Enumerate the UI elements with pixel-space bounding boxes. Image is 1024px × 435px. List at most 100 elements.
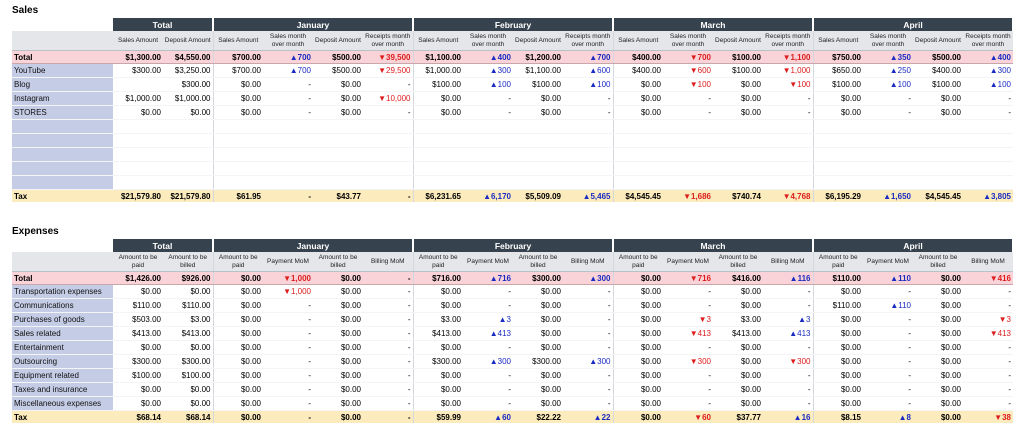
- cell[interactable]: $300.00: [513, 354, 563, 369]
- cell[interactable]: [663, 119, 713, 134]
- cell[interactable]: $5,509.09: [513, 189, 563, 202]
- row-label[interactable]: Communications: [12, 298, 113, 313]
- cell[interactable]: [812, 147, 863, 162]
- cell[interactable]: -: [963, 284, 1013, 299]
- group-header-total[interactable]: Total: [113, 18, 214, 31]
- increase-cell[interactable]: ▲116: [763, 271, 813, 285]
- cell[interactable]: -: [463, 382, 513, 397]
- cell[interactable]: -: [863, 312, 913, 327]
- cell[interactable]: -: [263, 382, 313, 397]
- cell[interactable]: $0.00: [513, 312, 563, 327]
- cell[interactable]: -: [763, 298, 813, 313]
- cell[interactable]: $0.00: [412, 298, 463, 313]
- decrease-cell[interactable]: ▼1,100: [763, 50, 813, 64]
- cell[interactable]: $300.00: [513, 271, 563, 285]
- cell[interactable]: $400.00: [612, 63, 663, 78]
- cell[interactable]: $0.00: [313, 91, 363, 106]
- increase-cell[interactable]: ▲110: [863, 271, 913, 285]
- row-label[interactable]: Tax: [12, 189, 113, 202]
- column-header-billing-mom[interactable]: Billing MoM: [763, 252, 813, 272]
- cell[interactable]: $0.00: [513, 105, 563, 120]
- cell[interactable]: [913, 175, 963, 190]
- cell[interactable]: $22.22: [513, 410, 563, 423]
- cell[interactable]: $0.00: [812, 368, 863, 383]
- cell[interactable]: $413.00: [163, 326, 213, 341]
- cell[interactable]: $0.00: [913, 284, 963, 299]
- decrease-cell[interactable]: ▼416: [963, 271, 1013, 285]
- cell[interactable]: [763, 161, 813, 176]
- row-label[interactable]: Outsourcing: [12, 354, 113, 369]
- decrease-cell[interactable]: ▼300: [663, 354, 713, 369]
- cell[interactable]: -: [263, 368, 313, 383]
- cell[interactable]: [212, 147, 263, 162]
- cell[interactable]: $0.00: [313, 382, 363, 397]
- cell[interactable]: $300.00: [113, 63, 163, 78]
- cell[interactable]: -: [563, 284, 613, 299]
- cell[interactable]: $0.00: [812, 340, 863, 355]
- cell[interactable]: -: [863, 91, 913, 106]
- column-header-amount-to-be-paid[interactable]: Amount to be paid: [212, 252, 263, 272]
- cell[interactable]: -: [563, 105, 613, 120]
- increase-cell[interactable]: ▲3,805: [963, 189, 1013, 202]
- cell[interactable]: $110.00: [113, 298, 163, 313]
- cell[interactable]: [812, 133, 863, 148]
- decrease-cell[interactable]: ▼600: [663, 63, 713, 78]
- cell[interactable]: [263, 119, 313, 134]
- cell[interactable]: -: [363, 396, 413, 411]
- cell[interactable]: [363, 119, 413, 134]
- row-label[interactable]: Total: [12, 271, 113, 285]
- cell[interactable]: $0.00: [612, 368, 663, 383]
- decrease-cell[interactable]: ▼1,686: [663, 189, 713, 202]
- cell[interactable]: $0.00: [313, 396, 363, 411]
- cell[interactable]: $0.00: [313, 271, 363, 285]
- cell[interactable]: $0.00: [913, 91, 963, 106]
- increase-cell[interactable]: ▲250: [863, 63, 913, 78]
- cell[interactable]: [363, 133, 413, 148]
- cell[interactable]: [113, 77, 163, 92]
- cell[interactable]: $0.00: [212, 354, 263, 369]
- cell[interactable]: $0.00: [513, 284, 563, 299]
- cell[interactable]: -: [763, 396, 813, 411]
- cell[interactable]: [713, 147, 763, 162]
- cell[interactable]: [463, 147, 513, 162]
- cell[interactable]: [463, 133, 513, 148]
- cell[interactable]: $0.00: [713, 340, 763, 355]
- cell[interactable]: -: [863, 284, 913, 299]
- cell[interactable]: -: [463, 340, 513, 355]
- column-header-sales-amount[interactable]: Sales Amount: [612, 31, 663, 51]
- cell[interactable]: [113, 161, 163, 176]
- cell[interactable]: -: [563, 312, 613, 327]
- cell[interactable]: $500.00: [313, 63, 363, 78]
- cell[interactable]: $0.00: [713, 77, 763, 92]
- cell[interactable]: $0.00: [812, 396, 863, 411]
- cell[interactable]: $0.00: [713, 382, 763, 397]
- column-header-amount-to-be-paid[interactable]: Amount to be paid: [412, 252, 463, 272]
- cell[interactable]: -: [763, 340, 813, 355]
- cell[interactable]: $0.00: [713, 368, 763, 383]
- decrease-cell[interactable]: ▼413: [963, 326, 1013, 341]
- cell[interactable]: $0.00: [713, 91, 763, 106]
- column-header-amount-to-be-paid[interactable]: Amount to be paid: [113, 252, 163, 272]
- cell[interactable]: $400.00: [612, 50, 663, 64]
- cell[interactable]: [363, 161, 413, 176]
- decrease-cell[interactable]: ▼10,000: [363, 91, 413, 106]
- increase-cell[interactable]: ▲350: [863, 50, 913, 64]
- cell[interactable]: [663, 161, 713, 176]
- increase-cell[interactable]: ▲5,465: [563, 189, 613, 202]
- cell[interactable]: $100.00: [812, 77, 863, 92]
- cell[interactable]: -: [363, 77, 413, 92]
- cell[interactable]: -: [363, 354, 413, 369]
- cell[interactable]: $0.00: [612, 396, 663, 411]
- cell[interactable]: $0.00: [713, 284, 763, 299]
- decrease-cell[interactable]: ▼29,500: [363, 63, 413, 78]
- cell[interactable]: $1,000.00: [163, 91, 213, 106]
- column-header-receipts-month-over-month[interactable]: Receipts month over month: [563, 31, 613, 51]
- cell[interactable]: -: [263, 410, 313, 423]
- cell[interactable]: [113, 133, 163, 148]
- decrease-cell[interactable]: ▼4,768: [763, 189, 813, 202]
- cell[interactable]: [313, 133, 363, 148]
- cell[interactable]: $500.00: [313, 50, 363, 64]
- cell[interactable]: $300.00: [163, 354, 213, 369]
- column-header-amount-to-be-billed[interactable]: Amount to be billed: [313, 252, 363, 272]
- cell[interactable]: $0.00: [163, 105, 213, 120]
